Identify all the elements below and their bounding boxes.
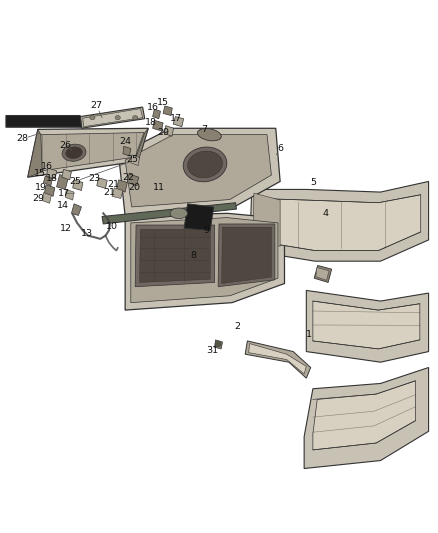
Text: 10: 10 (106, 222, 118, 231)
Text: 21: 21 (107, 180, 119, 189)
Ellipse shape (183, 147, 227, 182)
Ellipse shape (90, 116, 95, 120)
Polygon shape (131, 217, 278, 303)
Polygon shape (125, 135, 272, 207)
Text: 15: 15 (157, 98, 169, 107)
Ellipse shape (170, 208, 187, 219)
Polygon shape (125, 213, 285, 310)
Text: 5: 5 (310, 178, 316, 187)
Text: 13: 13 (81, 229, 93, 238)
Polygon shape (152, 120, 163, 131)
Polygon shape (313, 381, 416, 450)
Polygon shape (313, 301, 420, 349)
Text: 31: 31 (206, 346, 218, 355)
Ellipse shape (187, 151, 223, 178)
Text: 26: 26 (59, 141, 71, 150)
Polygon shape (215, 340, 223, 349)
Text: 2: 2 (234, 321, 240, 330)
Polygon shape (127, 174, 139, 185)
Text: 27: 27 (91, 101, 103, 110)
Polygon shape (316, 268, 329, 280)
Polygon shape (46, 168, 57, 179)
Polygon shape (253, 193, 280, 246)
Polygon shape (218, 224, 275, 287)
Text: 12: 12 (60, 224, 72, 233)
Polygon shape (112, 188, 123, 198)
Polygon shape (119, 128, 280, 216)
Polygon shape (250, 181, 428, 261)
Text: 17: 17 (58, 189, 70, 198)
Polygon shape (140, 229, 210, 282)
Ellipse shape (215, 342, 221, 347)
Text: 19: 19 (35, 183, 47, 192)
Polygon shape (173, 117, 184, 127)
Polygon shape (184, 204, 214, 230)
Polygon shape (117, 180, 127, 192)
Polygon shape (123, 147, 131, 156)
Text: 18: 18 (145, 118, 157, 127)
Polygon shape (73, 180, 83, 190)
Text: 18: 18 (46, 174, 58, 183)
Polygon shape (249, 344, 306, 374)
Text: 28: 28 (17, 134, 28, 143)
Polygon shape (97, 177, 107, 188)
Polygon shape (28, 130, 42, 177)
Ellipse shape (62, 144, 86, 161)
Text: 22: 22 (122, 173, 134, 182)
Text: 23: 23 (88, 174, 101, 183)
Polygon shape (44, 184, 55, 196)
Text: 11: 11 (153, 183, 165, 192)
Text: 25: 25 (69, 177, 81, 186)
Polygon shape (102, 203, 237, 224)
Polygon shape (256, 195, 421, 251)
Ellipse shape (133, 116, 138, 120)
Polygon shape (136, 128, 148, 161)
Polygon shape (135, 225, 215, 287)
Polygon shape (6, 116, 81, 127)
Text: 14: 14 (57, 201, 69, 210)
Polygon shape (57, 174, 68, 189)
Polygon shape (245, 341, 311, 378)
Polygon shape (43, 176, 52, 185)
Text: 8: 8 (191, 252, 197, 260)
Polygon shape (304, 368, 428, 469)
Text: 4: 4 (323, 209, 329, 218)
Text: 7: 7 (201, 125, 207, 134)
Polygon shape (152, 109, 160, 119)
Text: 6: 6 (277, 144, 283, 153)
Text: 20: 20 (128, 183, 140, 192)
Polygon shape (62, 169, 71, 180)
Text: 24: 24 (119, 137, 131, 146)
Polygon shape (306, 290, 428, 362)
Text: 1: 1 (306, 330, 312, 339)
Text: 29: 29 (157, 128, 169, 137)
Text: 9: 9 (204, 226, 210, 235)
Ellipse shape (66, 147, 82, 159)
Polygon shape (35, 133, 144, 172)
Text: 15: 15 (34, 169, 46, 178)
Text: 21: 21 (103, 188, 115, 197)
Polygon shape (80, 107, 145, 128)
Ellipse shape (115, 116, 120, 120)
Text: 25: 25 (127, 155, 138, 164)
Polygon shape (314, 265, 332, 282)
Polygon shape (65, 189, 74, 200)
Text: 17: 17 (170, 114, 182, 123)
Polygon shape (42, 192, 51, 203)
Polygon shape (83, 109, 143, 127)
Polygon shape (164, 126, 173, 136)
Text: 29: 29 (32, 194, 44, 203)
Polygon shape (131, 155, 140, 165)
Polygon shape (163, 106, 172, 116)
Polygon shape (71, 204, 81, 215)
Ellipse shape (198, 128, 221, 141)
Polygon shape (28, 128, 148, 177)
Text: 16: 16 (147, 102, 159, 111)
Text: 16: 16 (41, 162, 53, 171)
Polygon shape (222, 227, 272, 284)
